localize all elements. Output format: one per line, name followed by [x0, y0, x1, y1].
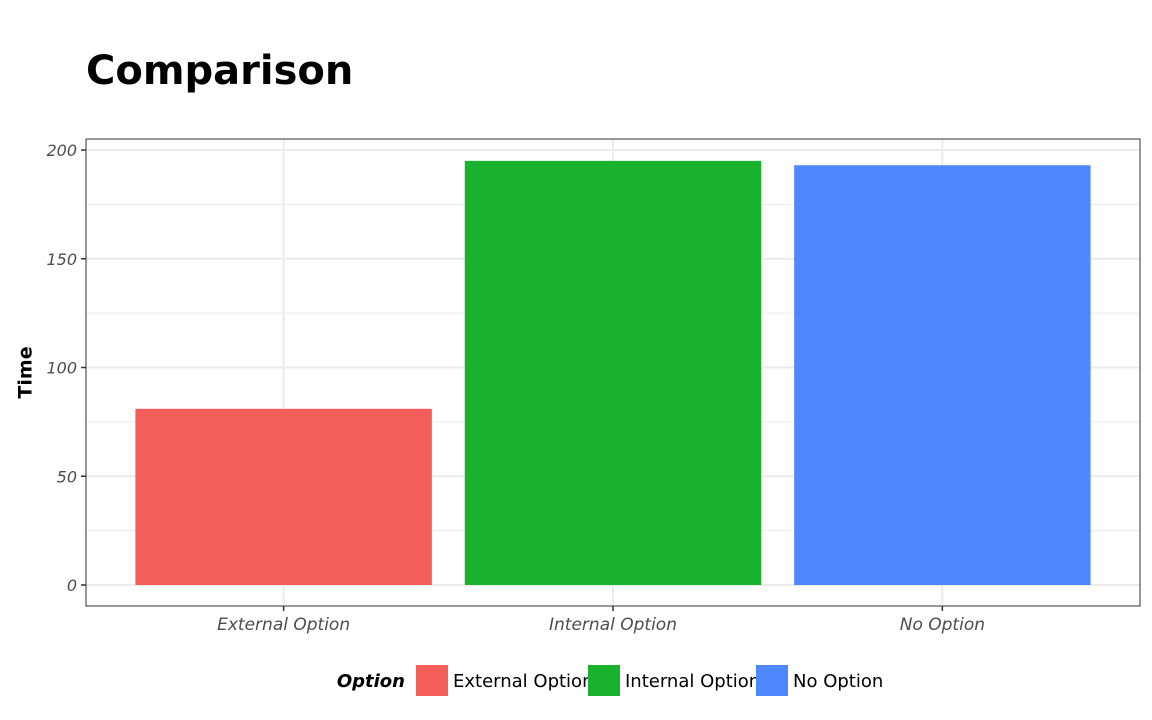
- bar: [794, 165, 1091, 585]
- bar: [135, 408, 432, 585]
- x-tick-label: External Option: [217, 615, 350, 635]
- y-tick-label: 0: [67, 576, 77, 595]
- bars: [135, 160, 1091, 585]
- legend-label: No Option: [793, 671, 883, 692]
- bar: [464, 160, 762, 585]
- x-axis: External Option Internal Option No Option: [217, 606, 985, 635]
- legend-title: Option: [337, 671, 405, 692]
- y-tick-label: 50: [57, 467, 77, 486]
- chart-title: Comparison: [86, 48, 353, 94]
- legend-label: Internal Option: [625, 671, 760, 692]
- y-axis: 0 50 100 150 200: [46, 141, 86, 595]
- y-axis-label: Time: [15, 346, 37, 398]
- legend-key: [416, 665, 448, 696]
- x-tick-label: Internal Option: [549, 615, 677, 635]
- x-tick-label: No Option: [900, 615, 985, 635]
- legend-key: [588, 665, 620, 696]
- y-tick-label: 100: [46, 359, 77, 378]
- legend: Option External Option Internal Option No …: [337, 665, 883, 696]
- legend-label: External Option: [453, 671, 593, 692]
- legend-key: [756, 665, 788, 696]
- y-tick-label: 200: [46, 141, 77, 160]
- y-tick-label: 150: [46, 250, 77, 269]
